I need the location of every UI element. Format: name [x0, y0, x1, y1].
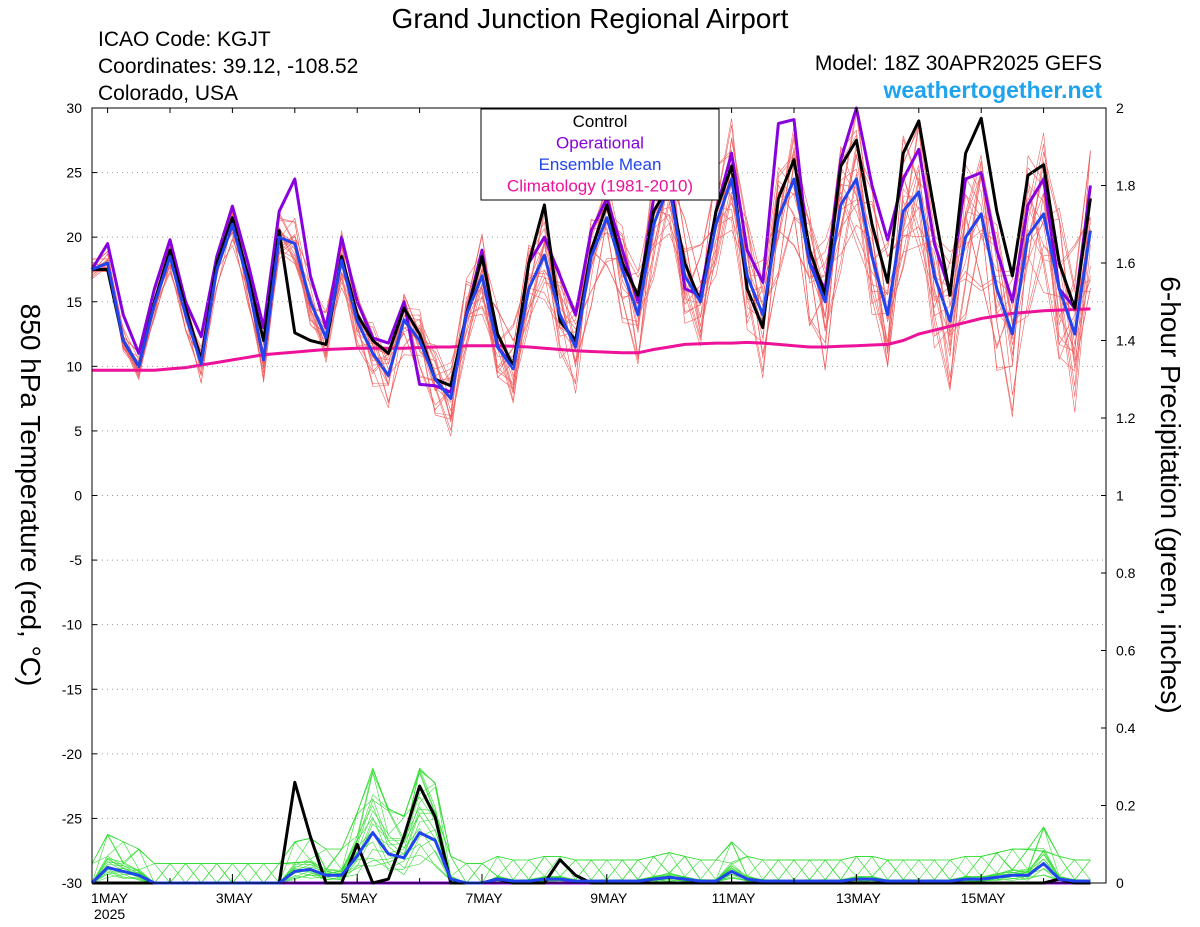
y-left-tick-label: -15 [62, 681, 82, 697]
y-left-tick-label: -30 [62, 875, 82, 891]
legend-entry: Ensemble Mean [539, 155, 662, 174]
precip-member-line [91, 769, 1091, 884]
coordinates: Coordinates: 39.12, -108.52 [98, 55, 359, 78]
ensemble-member-lines [91, 107, 1091, 884]
climatology-line [92, 307, 1091, 372]
icao-code: ICAO Code: KGJT [98, 28, 271, 51]
x-tick-year: 2025 [94, 906, 125, 922]
temperature-member-line [91, 161, 1091, 437]
legend-box [480, 108, 720, 201]
legend-entry: Control [573, 112, 628, 131]
y-left-tick-label: 10 [66, 358, 82, 374]
y-right-tick-label: 0.2 [1116, 798, 1136, 814]
ensemble-mean-temp-line [91, 177, 1092, 401]
y-right-tick-label: 1.8 [1116, 178, 1136, 194]
legend-entry: Operational [556, 134, 644, 153]
precip-member-line [91, 770, 1091, 884]
x-tick-label: 3MAY [216, 890, 254, 906]
y-right-tick-label: 0 [1116, 875, 1124, 891]
y-left-tick-label: 5 [74, 423, 82, 439]
x-tick-label: 7MAY [465, 890, 503, 906]
precip-member-line [91, 817, 1091, 884]
precip-member-line [91, 770, 1091, 884]
legend-entry: Climatology (1981-2010) [507, 177, 693, 196]
y-right-tick-label: 0.8 [1116, 565, 1136, 581]
precip-member-line [91, 768, 1091, 884]
precip-member-line [91, 768, 1091, 884]
y-left-tick-label: 30 [66, 100, 82, 116]
legend: Control Operational Ensemble Mean Climatolo… [480, 108, 720, 201]
y-right-tick-label: 1.2 [1116, 410, 1136, 426]
precip-member-line [91, 772, 1091, 884]
region: Colorado, USA [98, 82, 239, 105]
axes: 302520151050-5-10-15-20-25-3021.81.61.41… [62, 100, 1136, 922]
precip-member-line [91, 769, 1091, 884]
precip-member-line [91, 786, 1091, 884]
y-right-tick-label: 1 [1116, 488, 1124, 504]
precip-member-line [91, 818, 1091, 884]
x-tick-label: 1MAY [91, 890, 129, 906]
precip-member-line [91, 767, 1091, 884]
y-right-tick-label: 1.4 [1116, 333, 1136, 349]
y-left-tick-label: -5 [70, 552, 83, 568]
y-left-tick-label: -20 [62, 746, 82, 762]
y-left-tick-label: -10 [62, 617, 82, 633]
x-tick-label: 15MAY [961, 890, 1007, 906]
site-name[interactable]: weathertogether.net [883, 77, 1102, 103]
y-left-tick-label: 20 [66, 229, 82, 245]
y-right-tick-label: 0.4 [1116, 720, 1136, 736]
y-left-tick-label: 15 [66, 294, 82, 310]
operational-temp-line [90, 106, 1092, 394]
y-left-tick-label: -25 [62, 810, 82, 826]
y-right-tick-label: 1.6 [1116, 255, 1136, 271]
control-temp-line [92, 116, 1092, 388]
main-series-lines [90, 106, 1092, 885]
x-tick-label: 9MAY [590, 890, 628, 906]
x-tick-label: 13MAY [836, 890, 882, 906]
y-right-tick-label: 2 [1116, 100, 1124, 116]
y-left-tick-label: 25 [66, 165, 82, 181]
precip-member-line [91, 767, 1091, 884]
precip-member-line [91, 798, 1091, 884]
chart-title: Grand Junction Regional Airport [391, 3, 789, 34]
precip-member-line [91, 772, 1091, 884]
y-right-tick-label: 0.6 [1116, 643, 1136, 659]
x-tick-label: 5MAY [341, 890, 379, 906]
precip-member-line [91, 812, 1091, 884]
y-left-tick-label: 0 [74, 488, 82, 504]
x-tick-label: 11MAY [712, 890, 756, 906]
model-run: Model: 18Z 30APR2025 GEFS [814, 52, 1102, 75]
